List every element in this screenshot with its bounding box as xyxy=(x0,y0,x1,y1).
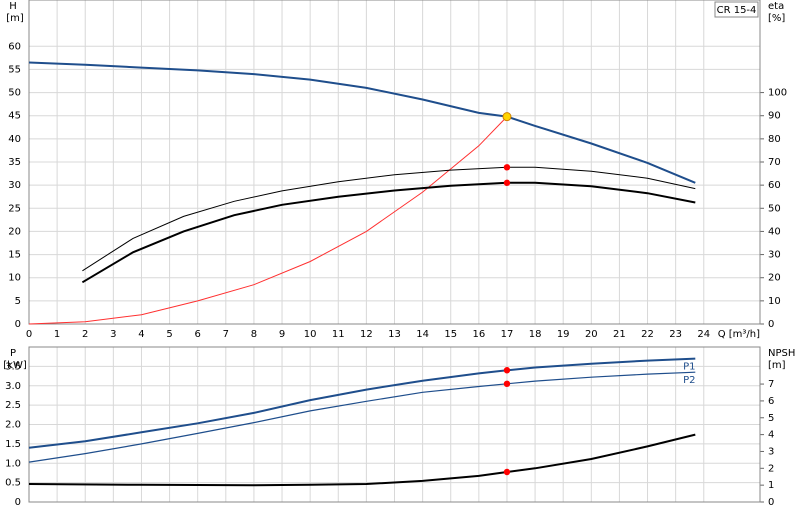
series-label: P1 xyxy=(683,362,695,373)
y2-tick-label: 100 xyxy=(768,88,787,99)
y-tick-label: 25 xyxy=(8,203,21,214)
x-tick-label: 20 xyxy=(585,329,598,340)
y-axis-unit: [m] xyxy=(6,13,24,24)
x-tick-label: 2 xyxy=(82,329,88,340)
x-tick-label: 6 xyxy=(195,329,201,340)
y-tick-label: 10 xyxy=(8,273,21,284)
y2-tick-label: 40 xyxy=(768,226,781,237)
x-tick-label: 5 xyxy=(166,329,172,340)
y2-tick-label: 4 xyxy=(768,430,774,441)
curve xyxy=(28,116,508,325)
series-label: P2 xyxy=(683,375,695,386)
x-tick-label: 15 xyxy=(444,329,457,340)
x-tick-label: 7 xyxy=(223,329,229,340)
operating-point xyxy=(503,179,511,187)
x-tick-label: 24 xyxy=(697,329,710,340)
y2-tick-label: 30 xyxy=(768,250,781,261)
curve xyxy=(28,357,696,449)
y-tick-label: 0 xyxy=(15,497,21,508)
y2-tick-label: 10 xyxy=(768,296,781,307)
curve xyxy=(28,371,696,463)
y2-tick-label: 50 xyxy=(768,203,781,214)
y2-tick-label: 80 xyxy=(768,134,781,145)
x-tick-label: 23 xyxy=(669,329,682,340)
y-tick-label: 20 xyxy=(8,226,21,237)
y-tick-label: 0.5 xyxy=(5,478,21,489)
y2-tick-label: 0 xyxy=(768,497,774,508)
y-tick-label: 2.5 xyxy=(5,400,21,411)
operating-point xyxy=(502,112,512,122)
y-tick-label: 3.0 xyxy=(5,381,21,392)
y2-axis-label: eta xyxy=(768,1,784,12)
y2-axis-unit: [%] xyxy=(768,13,785,24)
x-tick-label: 1 xyxy=(54,329,60,340)
y-axis-label: H xyxy=(9,1,17,12)
y-tick-label: 30 xyxy=(8,180,21,191)
y2-tick-label: 60 xyxy=(768,180,781,191)
y-tick-label: 50 xyxy=(8,88,21,99)
y2-tick-label: 70 xyxy=(768,157,781,168)
y2-axis-unit: [m] xyxy=(768,360,786,371)
y-axis-label: P xyxy=(10,348,16,359)
x-tick-label: 3 xyxy=(110,329,116,340)
x-tick-label: 4 xyxy=(138,329,144,340)
y-tick-label: 1.5 xyxy=(5,439,21,450)
curve xyxy=(28,433,696,487)
x-tick-label: 22 xyxy=(641,329,654,340)
x-tick-label: 0 xyxy=(26,329,32,340)
curve xyxy=(82,166,696,272)
curve xyxy=(28,61,696,184)
x-tick-label: 11 xyxy=(332,329,345,340)
x-tick-label: 21 xyxy=(613,329,626,340)
y2-axis-label: NPSH xyxy=(768,348,795,359)
y2-tick-label: 2 xyxy=(768,463,774,474)
x-tick-label: 8 xyxy=(251,329,257,340)
y-tick-label: 40 xyxy=(8,134,21,145)
y2-tick-label: 20 xyxy=(768,273,781,284)
y-tick-label: 5 xyxy=(15,296,21,307)
y-tick-label: 2.0 xyxy=(5,420,21,431)
y-axis-unit: [kW] xyxy=(3,360,27,371)
x-tick-label: 16 xyxy=(472,329,485,340)
y2-tick-label: 6 xyxy=(768,396,774,407)
operating-point xyxy=(503,367,511,374)
y-tick-label: 15 xyxy=(8,250,21,261)
operating-point xyxy=(503,164,511,171)
y-tick-label: 60 xyxy=(8,41,21,52)
x-tick-label: 10 xyxy=(304,329,317,340)
operating-point xyxy=(503,380,511,388)
x-tick-label: 19 xyxy=(557,329,570,340)
y2-tick-label: 90 xyxy=(768,111,781,122)
y-tick-label: 55 xyxy=(8,64,21,75)
x-axis-label: Q [m³/h] xyxy=(718,329,760,340)
y-tick-label: 1.0 xyxy=(5,458,21,469)
curve xyxy=(81,181,696,284)
y-tick-label: 3.5 xyxy=(5,361,21,372)
y-tick-label: 0 xyxy=(15,319,21,330)
y2-tick-label: 0 xyxy=(768,319,774,330)
x-tick-label: 14 xyxy=(416,329,429,340)
model-box xyxy=(714,1,759,18)
x-tick-label: 13 xyxy=(388,329,401,340)
y-tick-label: 35 xyxy=(8,157,21,168)
model-label: CR 15-4 xyxy=(717,5,757,16)
x-tick-label: 18 xyxy=(529,329,542,340)
y2-tick-label: 3 xyxy=(768,446,774,457)
x-tick-label: 12 xyxy=(360,329,373,340)
y2-tick-label: 7 xyxy=(768,379,774,390)
y-tick-label: 45 xyxy=(8,111,21,122)
plot-frame xyxy=(28,0,761,325)
operating-point xyxy=(503,468,511,476)
y2-tick-label: 5 xyxy=(768,413,774,424)
x-tick-label: 9 xyxy=(279,329,285,340)
plot-frame xyxy=(28,346,761,503)
y2-tick-label: 1 xyxy=(768,480,774,491)
x-tick-label: 17 xyxy=(501,329,514,340)
